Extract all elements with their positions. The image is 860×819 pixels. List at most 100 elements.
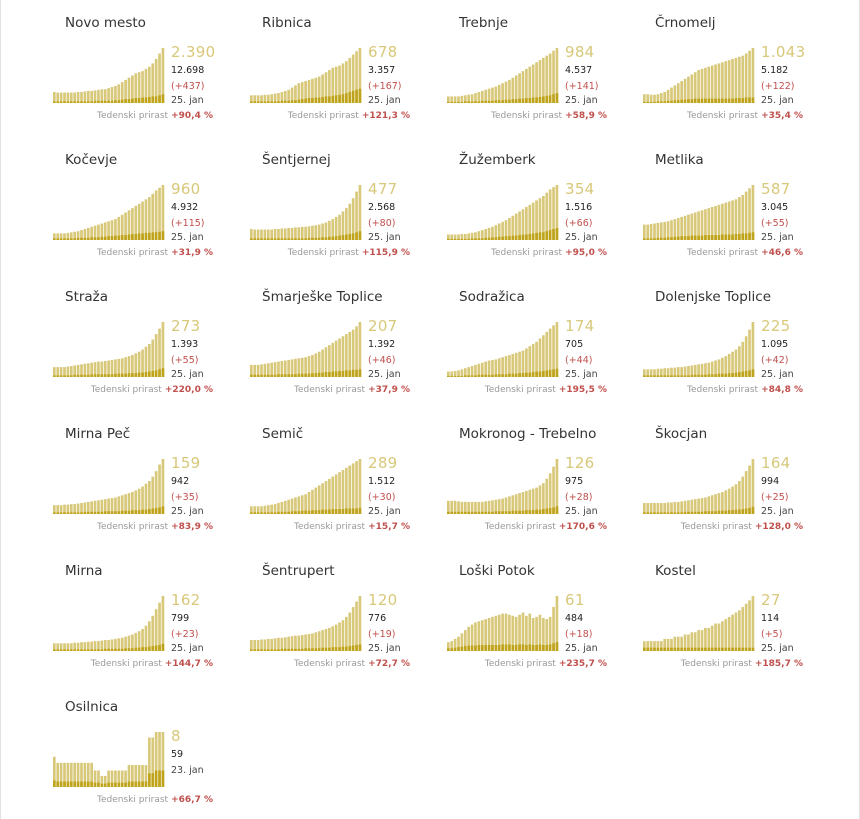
new-cases-bar [151,96,155,103]
new-cases-bar [528,644,532,651]
new-cases-bar [497,511,501,514]
new-cases-bar [670,100,673,103]
active-cases-bar [321,74,324,103]
new-cases-bar [328,647,331,651]
new-cases-bar [311,648,314,651]
active-cases-bar [314,487,318,514]
new-cases-bar [345,646,348,651]
daily-increase-value: (+18) [565,629,593,640]
new-cases-bar [341,509,345,514]
active-cases-bar [457,636,460,651]
new-cases-bar [73,649,77,651]
active-cases-value: 678 [368,43,398,61]
new-cases-bar [542,96,545,103]
active-cases-bar [93,225,97,240]
active-cases-bar [328,345,331,377]
new-cases-bar [358,88,362,103]
new-cases-bar [253,238,257,240]
new-cases-bar [683,236,687,240]
active-cases-bar [151,737,155,787]
active-cases-bar [103,776,107,787]
active-cases-bar [334,216,338,240]
new-cases-bar [53,238,56,240]
active-cases-bar [283,500,287,514]
new-cases-bar [263,649,267,651]
weekly-growth: Tedenski prirast +195,5 % [485,385,607,395]
active-cases-bar [120,214,124,240]
active-cases-bar [341,211,345,240]
active-cases-bar [107,498,110,514]
new-cases-bar [334,371,338,377]
municipality-name: Škocjan [655,426,708,442]
active-cases-bar [124,212,127,240]
active-cases-bar [741,476,745,514]
weekly-growth-value: +185,7 % [754,659,803,669]
new-cases-bar [114,511,117,514]
active-cases-bar [338,622,341,651]
active-cases-bar [656,368,660,377]
active-cases-bar [494,359,498,377]
new-cases-bar [341,235,345,240]
new-cases-bar [63,238,66,240]
new-cases-bar [277,649,280,651]
active-cases-bar [555,185,559,240]
new-cases-bar [491,511,494,514]
active-cases-bar [474,364,477,377]
new-cases-bar [358,507,362,514]
new-cases-bar [93,237,97,240]
new-cases-bar [266,238,270,240]
new-cases-bar [93,649,97,651]
date-label: 23. jan [171,765,204,776]
new-cases-bar [707,647,711,651]
active-cases-bar [453,638,457,651]
new-cases-bar [687,99,690,103]
active-cases-bar [463,501,467,514]
active-cases-bar [447,500,450,514]
active-cases-bar [687,366,690,377]
active-cases-bar [680,81,683,103]
active-cases-bar [321,630,324,651]
active-cases-bar [504,81,508,103]
active-cases-bar [646,94,650,103]
new-cases-bar [538,371,542,377]
active-cases-bar [341,63,345,103]
active-cases-bar [120,82,124,103]
active-cases-bar [56,762,60,787]
active-cases-bar [56,643,60,651]
new-cases-bar [103,374,107,377]
active-cases-bar [351,329,355,377]
new-cases-bar [653,647,656,651]
active-cases-bar [358,185,362,240]
new-cases-bar [73,238,77,240]
active-cases-bar [345,61,348,103]
new-cases-bar [542,644,545,651]
new-cases-bar [649,238,653,240]
new-cases-bar [487,644,491,651]
active-cases-bar [659,222,663,240]
active-cases-bar [358,596,362,651]
active-cases-bar [53,92,56,103]
active-cases-bar [666,502,670,514]
new-cases-bar [470,511,474,514]
active-cases-value: 225 [761,317,791,335]
new-cases-bar [727,510,731,514]
active-cases-bar [287,636,290,651]
active-cases-bar [63,233,66,240]
new-cases-bar [131,233,134,240]
active-cases-bar [86,363,90,377]
new-cases-bar [328,96,331,103]
active-cases-bar [525,490,528,514]
new-cases-bar [97,374,100,377]
active-cases-bar [66,366,70,377]
new-cases-bar [484,237,487,240]
new-cases-bar [348,92,352,103]
new-cases-bar [450,375,454,377]
active-cases-bar [673,636,677,651]
new-cases-bar [714,235,717,240]
new-cases-bar [307,373,311,377]
new-cases-bar [158,644,161,651]
new-cases-bar [504,511,508,514]
new-cases-bar [73,101,77,103]
new-cases-bar [131,373,134,377]
date-label: 25. jan [368,369,401,380]
